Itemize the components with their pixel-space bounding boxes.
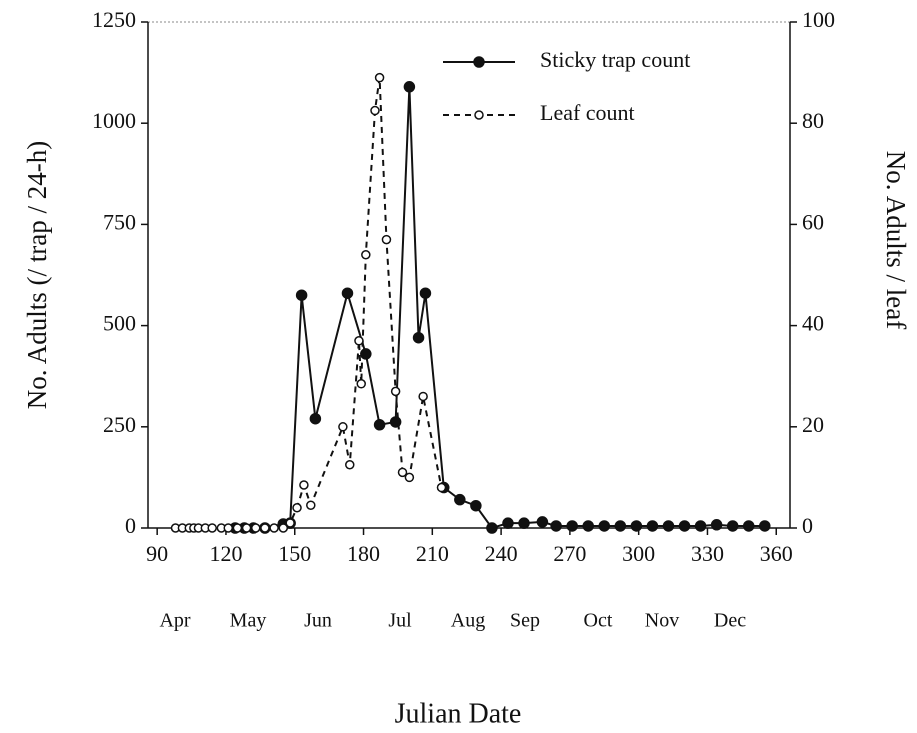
data-point (566, 520, 578, 532)
data-point (223, 523, 233, 533)
x-tick-label: 240 (485, 541, 518, 566)
data-point (370, 105, 380, 116)
data-point (502, 517, 514, 529)
data-point (470, 499, 482, 512)
y2-tick-label: 0 (802, 513, 813, 538)
series-line (175, 77, 443, 529)
data-point (694, 520, 707, 532)
data-point (207, 523, 217, 533)
data-point (381, 234, 392, 245)
data-point (412, 331, 425, 344)
data-point (550, 520, 562, 532)
month-label: Jun (304, 610, 332, 632)
data-point (419, 287, 432, 299)
data-point (309, 412, 322, 425)
plot-frame (147, 21, 791, 529)
month-label: Sep (510, 610, 540, 632)
data-point (374, 72, 385, 83)
legend-label: Sticky trap count (540, 47, 690, 72)
x-tick-label: 300 (622, 541, 655, 566)
y-axis-label: No. Adults (/ trap / 24-h) (22, 141, 52, 409)
data-point (582, 520, 594, 532)
month-label: Aug (451, 610, 485, 632)
month-label: Apr (159, 610, 190, 632)
y2-tick-label: 100 (802, 7, 835, 32)
data-point (241, 523, 252, 533)
y-tick-label: 1250 (92, 7, 136, 32)
data-point (292, 503, 302, 513)
data-point (269, 523, 279, 533)
data-point (678, 520, 691, 532)
data-point (403, 81, 416, 93)
y-tick-label: 1000 (92, 108, 136, 133)
data-point (710, 519, 723, 531)
data-point (278, 523, 289, 533)
data-point (518, 517, 530, 529)
y2-tick-label: 60 (802, 209, 824, 234)
data-point (486, 522, 498, 534)
data-point (295, 289, 308, 301)
y-tick-label: 500 (103, 311, 136, 336)
data-point (341, 287, 354, 299)
data-point (390, 386, 401, 397)
data-point (299, 480, 309, 490)
data-point (404, 472, 415, 483)
x-axis-label: Julian Date (395, 698, 522, 729)
series-line (235, 86, 765, 530)
data-point (345, 460, 355, 470)
y-tick-label: 750 (103, 209, 136, 234)
data-point (285, 518, 295, 528)
x-tick-label: 120 (209, 541, 242, 566)
data-point (630, 520, 643, 532)
data-point (338, 422, 348, 432)
data-point (536, 516, 549, 528)
data-point (436, 482, 447, 493)
x-tick-label: 330 (691, 541, 724, 566)
y2-axis-label: No. Adults / leaf (881, 151, 911, 329)
y2-tick-label: 80 (802, 108, 824, 133)
x-tick-label: 360 (760, 541, 793, 566)
month-label: Nov (645, 610, 679, 632)
month-label: Oct (584, 610, 613, 632)
data-point (260, 523, 270, 533)
month-label: Dec (714, 610, 746, 632)
data-point (356, 379, 366, 389)
data-point (232, 523, 243, 533)
data-point (662, 520, 675, 532)
x-tick-label: 180 (347, 541, 380, 566)
data-point (360, 348, 372, 360)
data-point (598, 520, 611, 532)
data-point (646, 520, 659, 532)
y2-tick-label: 40 (802, 311, 824, 336)
x-tick-label: 90 (146, 541, 168, 566)
x-tick-label: 150 (278, 541, 311, 566)
data-point (742, 520, 755, 532)
y2-tick-label: 20 (802, 412, 824, 437)
y-tick-label: 0 (125, 513, 136, 538)
data-point (418, 391, 428, 402)
x-tick-label: 210 (416, 541, 449, 566)
month-label: May (230, 610, 267, 632)
legend-label: Leaf count (540, 100, 635, 125)
legend-marker (473, 56, 485, 68)
data-point (759, 520, 771, 532)
data-point (614, 520, 627, 532)
data-point (354, 336, 364, 346)
month-label: Jul (388, 610, 412, 632)
data-point (373, 419, 386, 431)
data-point (306, 500, 316, 510)
data-point (726, 520, 739, 532)
y-tick-label: 250 (103, 412, 136, 437)
data-point (361, 250, 371, 260)
x-tick-label: 270 (553, 541, 586, 566)
data-point (251, 523, 261, 533)
legend-marker (474, 110, 484, 120)
data-point (454, 493, 466, 506)
data-point (397, 467, 408, 478)
